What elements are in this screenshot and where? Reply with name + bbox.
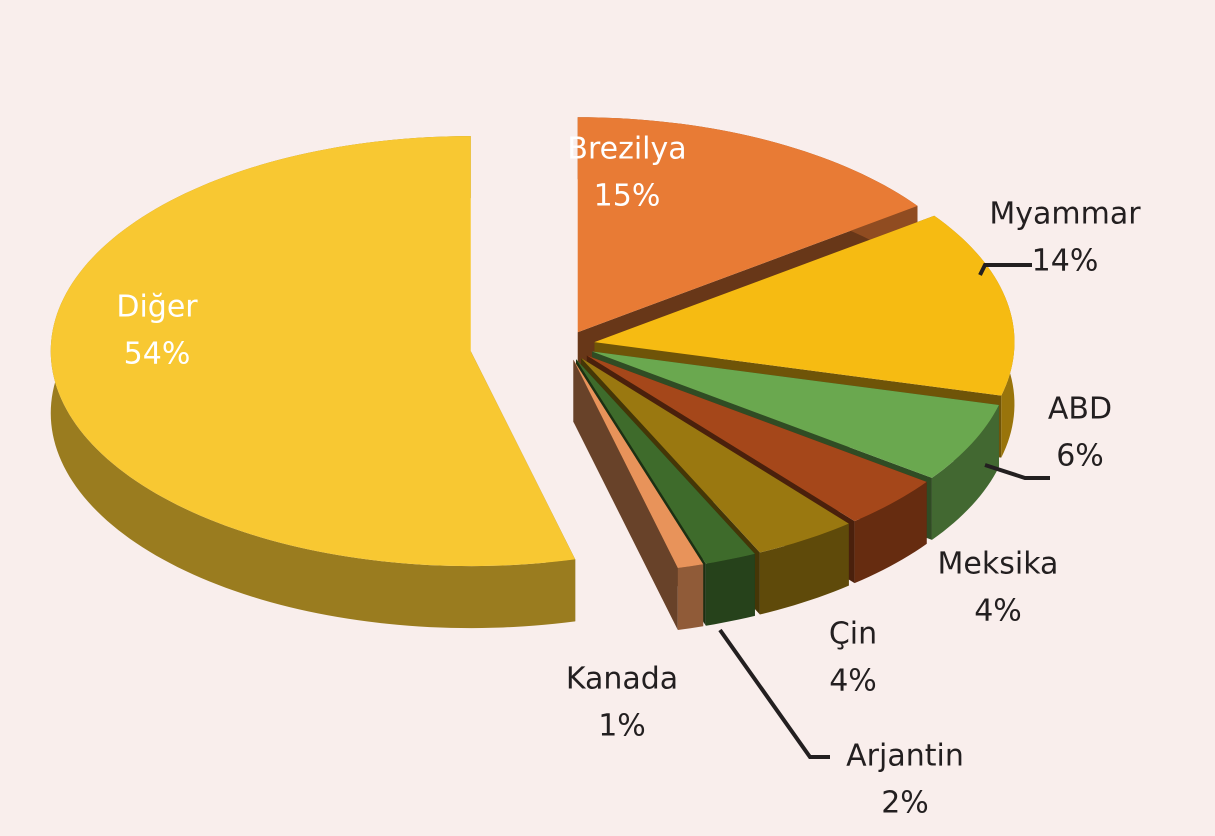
slice-value-label: 54% xyxy=(124,337,191,372)
slice-wall xyxy=(759,523,849,615)
slice-value-label: 4% xyxy=(974,594,1022,629)
slice-label: Meksika xyxy=(938,547,1059,582)
slice xyxy=(576,359,755,564)
slice xyxy=(592,351,999,478)
slice xyxy=(586,355,927,522)
slice-value-label: 4% xyxy=(829,664,877,699)
slice-wall xyxy=(705,553,755,626)
slice-label: Brezilya xyxy=(567,132,686,167)
slice xyxy=(581,357,849,553)
slice-label: Diğer xyxy=(116,290,198,325)
slice-value-label: 6% xyxy=(1056,439,1104,474)
slice-side xyxy=(573,359,678,630)
leader-line xyxy=(718,628,830,759)
slice-value-label: 1% xyxy=(598,709,646,744)
slice-wall xyxy=(50,136,576,629)
leader-line xyxy=(984,463,1050,480)
slice xyxy=(594,215,1015,396)
slice-value-label: 14% xyxy=(1032,244,1099,279)
leader-line xyxy=(978,263,1032,276)
slice-label: Çin xyxy=(829,617,877,652)
slice-label: ABD xyxy=(1048,392,1112,427)
slice-label: Myammar xyxy=(989,197,1141,232)
slice xyxy=(577,117,918,333)
slice-wall xyxy=(931,405,999,540)
slice-value-label: 15% xyxy=(594,179,661,214)
slice-wall xyxy=(677,564,704,630)
slice-wall xyxy=(854,481,927,584)
slice-label: Arjantin xyxy=(846,739,964,774)
slice xyxy=(573,359,704,568)
slice-label: Kanada xyxy=(566,662,678,697)
slice xyxy=(50,136,576,567)
slice-value-label: 2% xyxy=(881,786,929,821)
